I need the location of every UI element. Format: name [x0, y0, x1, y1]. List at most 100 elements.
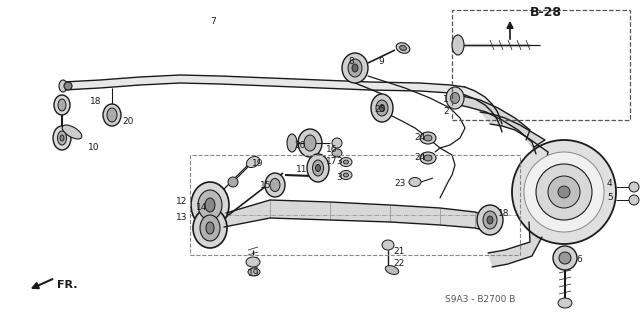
- Ellipse shape: [198, 190, 222, 220]
- Ellipse shape: [270, 179, 280, 191]
- Ellipse shape: [477, 205, 503, 235]
- Ellipse shape: [446, 87, 464, 109]
- Ellipse shape: [344, 173, 349, 177]
- Text: 15: 15: [260, 182, 271, 190]
- Ellipse shape: [424, 135, 432, 141]
- Text: 8: 8: [348, 57, 354, 66]
- Text: 13: 13: [176, 213, 188, 222]
- Ellipse shape: [376, 100, 388, 116]
- Text: 21: 21: [393, 247, 404, 256]
- Ellipse shape: [558, 298, 572, 308]
- Ellipse shape: [340, 170, 352, 180]
- Circle shape: [64, 82, 72, 90]
- Text: 23: 23: [394, 179, 405, 188]
- Text: 19: 19: [252, 159, 264, 167]
- Ellipse shape: [246, 257, 260, 267]
- Circle shape: [629, 195, 639, 205]
- Ellipse shape: [248, 268, 260, 276]
- Text: 20: 20: [122, 117, 133, 127]
- Ellipse shape: [200, 215, 220, 241]
- Ellipse shape: [246, 156, 260, 167]
- Ellipse shape: [399, 45, 406, 51]
- Text: 20: 20: [294, 140, 305, 150]
- Text: 4: 4: [607, 179, 612, 188]
- Text: 3: 3: [336, 173, 342, 182]
- Circle shape: [629, 182, 639, 192]
- Ellipse shape: [60, 135, 64, 141]
- Ellipse shape: [424, 155, 432, 161]
- Ellipse shape: [371, 94, 393, 122]
- Ellipse shape: [287, 134, 297, 152]
- Ellipse shape: [380, 105, 385, 112]
- Ellipse shape: [452, 35, 464, 55]
- Ellipse shape: [342, 53, 368, 83]
- Polygon shape: [224, 200, 490, 232]
- Polygon shape: [448, 93, 536, 154]
- Ellipse shape: [451, 93, 460, 103]
- Circle shape: [548, 176, 580, 208]
- Circle shape: [559, 252, 571, 264]
- Ellipse shape: [191, 182, 229, 228]
- Polygon shape: [488, 222, 542, 267]
- Ellipse shape: [103, 104, 121, 126]
- Ellipse shape: [193, 208, 227, 248]
- Text: 17: 17: [326, 158, 337, 167]
- Ellipse shape: [58, 99, 66, 111]
- Ellipse shape: [59, 80, 67, 92]
- Text: 5: 5: [607, 192, 612, 202]
- Circle shape: [536, 164, 592, 220]
- Circle shape: [553, 246, 577, 270]
- Circle shape: [228, 177, 238, 187]
- Ellipse shape: [409, 177, 421, 187]
- Ellipse shape: [487, 216, 493, 224]
- Polygon shape: [465, 87, 502, 132]
- Text: 6: 6: [576, 255, 582, 263]
- Text: 24: 24: [414, 133, 425, 143]
- Bar: [190, 155, 520, 255]
- Text: B-28: B-28: [530, 5, 562, 19]
- Circle shape: [512, 140, 616, 244]
- Text: FR.: FR.: [57, 280, 77, 290]
- Circle shape: [524, 152, 604, 232]
- Text: 11: 11: [296, 166, 307, 174]
- Ellipse shape: [382, 240, 394, 250]
- Ellipse shape: [348, 59, 362, 77]
- Text: S9A3 - B2700 B: S9A3 - B2700 B: [445, 295, 515, 305]
- Text: 9: 9: [378, 57, 384, 66]
- Ellipse shape: [307, 154, 329, 182]
- Text: 2: 2: [443, 107, 449, 115]
- Text: 25: 25: [374, 106, 385, 115]
- Ellipse shape: [304, 135, 316, 151]
- Ellipse shape: [420, 132, 436, 144]
- Ellipse shape: [352, 64, 358, 72]
- Text: 22: 22: [393, 259, 404, 269]
- Bar: [452, 10, 630, 120]
- Text: 10: 10: [88, 144, 99, 152]
- Ellipse shape: [205, 198, 215, 212]
- Text: 7: 7: [210, 18, 216, 26]
- Ellipse shape: [344, 160, 349, 164]
- Ellipse shape: [53, 126, 71, 150]
- Circle shape: [558, 186, 570, 198]
- Ellipse shape: [332, 149, 342, 157]
- Text: 16: 16: [326, 145, 337, 154]
- Ellipse shape: [420, 152, 436, 164]
- Ellipse shape: [265, 173, 285, 197]
- Text: 12: 12: [176, 197, 188, 206]
- Ellipse shape: [483, 211, 497, 229]
- Ellipse shape: [62, 125, 82, 139]
- Text: 18: 18: [90, 98, 102, 107]
- Ellipse shape: [332, 138, 342, 148]
- Text: 3: 3: [336, 158, 342, 167]
- Text: 24: 24: [414, 153, 425, 162]
- Ellipse shape: [298, 129, 322, 157]
- Ellipse shape: [54, 95, 70, 115]
- Polygon shape: [63, 75, 465, 95]
- Polygon shape: [480, 112, 548, 162]
- Text: 14: 14: [196, 203, 207, 211]
- Text: 19: 19: [248, 270, 259, 278]
- Ellipse shape: [340, 158, 352, 167]
- Ellipse shape: [107, 108, 117, 122]
- Ellipse shape: [316, 165, 321, 172]
- Text: 18: 18: [498, 209, 509, 218]
